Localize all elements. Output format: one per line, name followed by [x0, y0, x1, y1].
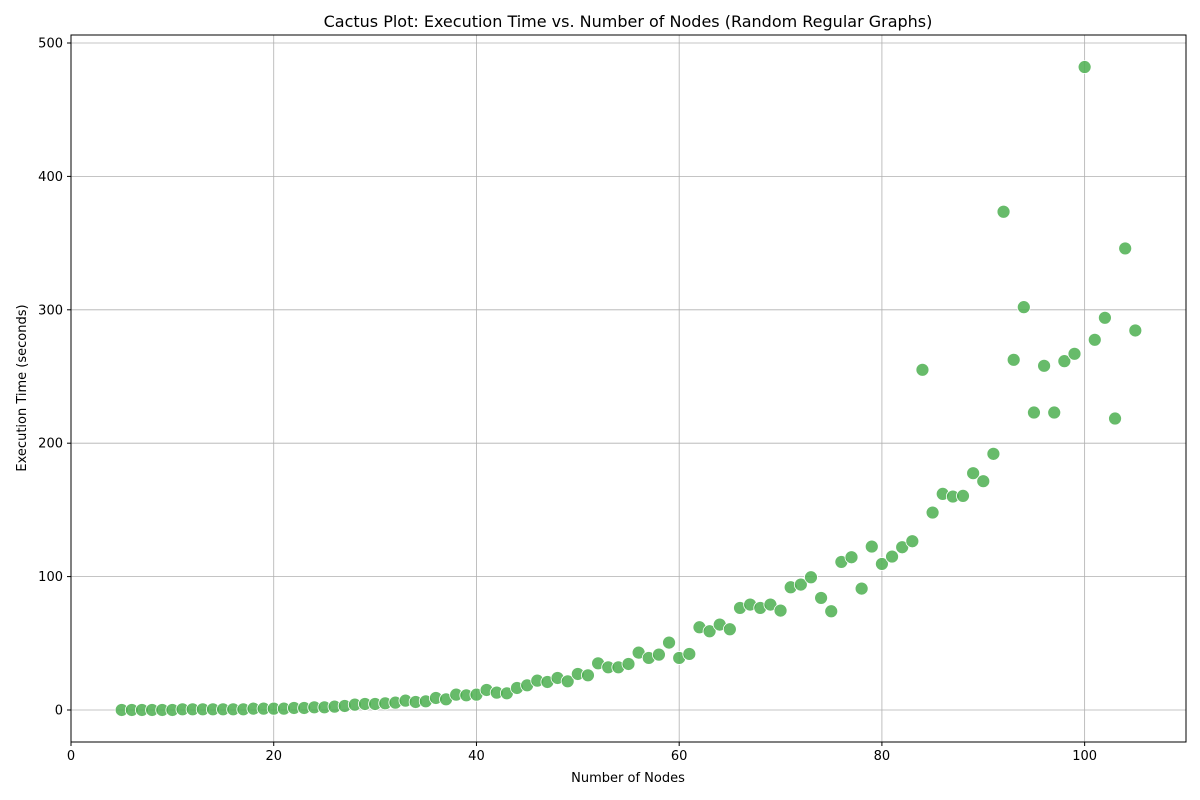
data-point [702, 624, 717, 639]
y-tick-label: 400 [38, 170, 63, 185]
data-point [1077, 60, 1092, 74]
data-point [976, 474, 991, 489]
data-point [1047, 405, 1062, 420]
x-tick-label: 100 [1072, 749, 1097, 764]
x-tick-label: 80 [874, 749, 891, 764]
y-axis-label: Execution Time (seconds) [15, 304, 30, 471]
x-tick-label: 60 [671, 749, 688, 764]
y-tick-label: 200 [38, 437, 63, 452]
data-point [814, 591, 828, 605]
data-point [1087, 332, 1102, 347]
data-point [1027, 405, 1041, 420]
data-point [824, 604, 839, 619]
data-point [581, 668, 595, 683]
y-axis-ticks: 0 100 200 300 400 500 [38, 37, 71, 718]
data-point [986, 446, 1001, 461]
data-point [996, 204, 1011, 219]
y-tick-label: 100 [38, 570, 63, 585]
data-point [915, 362, 930, 377]
data-point [1067, 346, 1082, 361]
x-tick-label: 40 [468, 749, 485, 764]
data-point [1037, 358, 1051, 373]
data-point [722, 622, 737, 637]
data-point [1057, 354, 1072, 369]
data-point [1118, 241, 1133, 256]
data-point [773, 603, 788, 618]
data-point [621, 657, 636, 671]
y-tick-label: 0 [55, 703, 63, 718]
data-point [1016, 300, 1031, 315]
x-tick-label: 0 [67, 749, 75, 764]
data-point [844, 550, 859, 565]
plot-frame [70, 34, 1187, 743]
x-axis-ticks: 0 20 40 60 80 100 [67, 742, 1097, 764]
data-point [1098, 310, 1112, 325]
y-tick-label: 500 [38, 37, 63, 52]
data-point [793, 577, 808, 592]
data-point [804, 570, 818, 585]
grid-lines [70, 35, 1186, 742]
data-point [875, 557, 889, 571]
data-point [652, 647, 666, 662]
x-tick-label: 20 [265, 749, 282, 764]
data-point [925, 505, 940, 520]
data-point [864, 539, 879, 554]
data-point [1128, 323, 1143, 338]
data-point [1006, 352, 1021, 367]
x-axis-label: Number of Nodes [571, 771, 685, 786]
chart-title: Cactus Plot: Execution Time vs. Number o… [324, 12, 933, 31]
data-point [682, 647, 697, 661]
data-point [895, 540, 910, 555]
data-point [854, 581, 869, 596]
y-tick-label: 300 [38, 303, 63, 318]
data-point [905, 534, 920, 549]
data-point [763, 597, 778, 612]
data-point [885, 549, 899, 564]
data-point [956, 488, 970, 503]
data-point [966, 466, 981, 481]
data-point [1108, 411, 1122, 426]
data-point [560, 674, 575, 689]
data-points [114, 60, 1143, 717]
data-point [662, 635, 676, 650]
